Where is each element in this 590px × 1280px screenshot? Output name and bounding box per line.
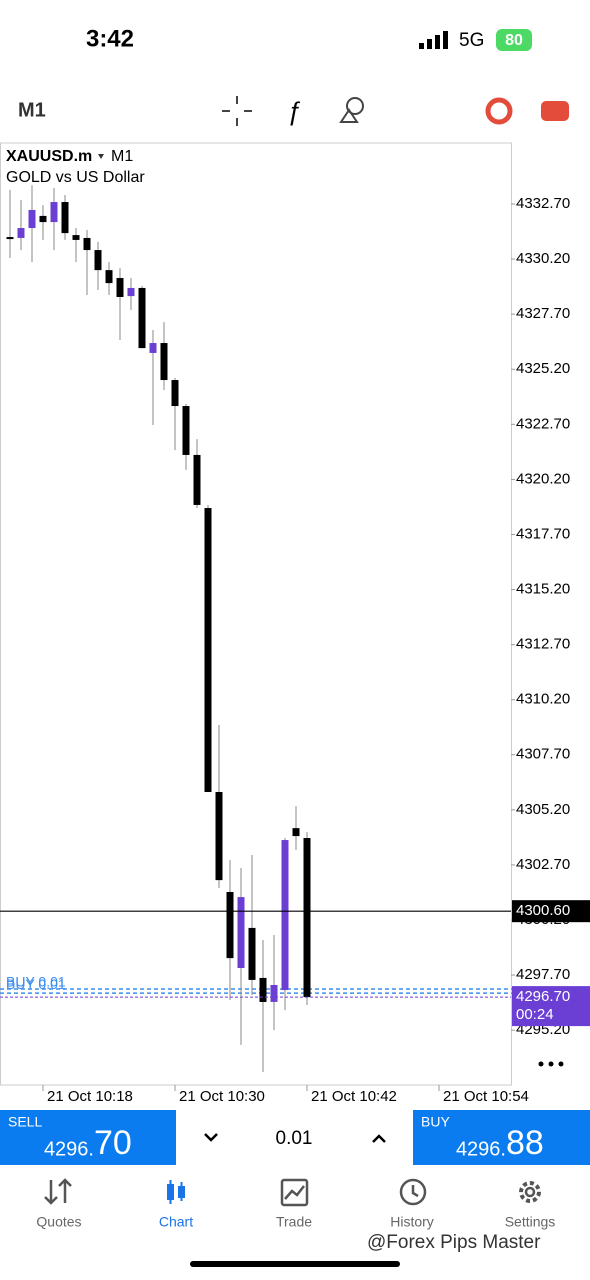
indicators-button[interactable]: ƒ: [287, 96, 301, 126]
home-indicator: [190, 1261, 400, 1267]
nav-tab[interactable]: History: [390, 1214, 434, 1230]
timeframe-button[interactable]: M1: [18, 99, 46, 121]
buy-label: BUY: [421, 1114, 450, 1130]
nav-tab[interactable]: Quotes: [36, 1214, 81, 1230]
chart-icon: [167, 1180, 185, 1204]
trade-icon: [280, 1178, 309, 1207]
candle-body: [127, 287, 135, 297]
candle-body: [248, 927, 256, 980]
objects-button[interactable]: [339, 97, 364, 123]
y-tick-label: 4302.70: [516, 856, 570, 873]
bar-timer: 00:24: [516, 1006, 554, 1023]
y-tick-label: 4310.20: [516, 691, 570, 708]
chart-timeframe: M1: [111, 148, 133, 165]
candle-body: [182, 406, 190, 455]
bid-label-box: [512, 986, 590, 1027]
candle-body: [259, 977, 267, 1002]
candle-body: [193, 454, 201, 505]
price-label: 4300.60: [516, 902, 570, 919]
candle-body: [138, 287, 146, 349]
x-tick-label: 21 Oct 10:18: [47, 1088, 133, 1105]
candle-body: [270, 984, 278, 1002]
y-tick-label: 4325.20: [516, 360, 570, 377]
y-tick-label: 4322.70: [516, 415, 570, 432]
clock: 3:42: [86, 25, 134, 52]
more-button[interactable]: [538, 1061, 564, 1067]
battery: [496, 29, 532, 51]
nav-tab[interactable]: Chart: [159, 1214, 193, 1230]
candle-body: [6, 237, 14, 240]
bid-label: 4296.70: [516, 988, 570, 1005]
candle-body: [50, 202, 58, 223]
watermark: @Forex Pips Master: [367, 1232, 541, 1253]
y-tick-label: 4317.70: [516, 525, 570, 542]
candle-body: [94, 250, 102, 271]
y-tick-label: 4330.20: [516, 250, 570, 267]
x-tick-label: 21 Oct 10:30: [179, 1088, 265, 1105]
crosshair-button[interactable]: [222, 96, 252, 126]
volume[interactable]: 0.01: [276, 1128, 313, 1149]
candle-body: [83, 237, 91, 251]
symbol-description: GOLD vs US Dollar: [6, 169, 145, 186]
volume-down[interactable]: [204, 1133, 218, 1142]
dropdown-arrow[interactable]: [98, 154, 104, 159]
sell-price-big: 70: [94, 1124, 132, 1162]
candle-body: [39, 215, 47, 223]
volume-up[interactable]: [372, 1134, 386, 1143]
sell-button[interactable]: [0, 1110, 176, 1165]
candle-body: [237, 897, 245, 969]
buy-button[interactable]: [413, 1110, 590, 1165]
nav-tab[interactable]: Settings: [505, 1214, 556, 1230]
sell-price: 4296.: [44, 1138, 94, 1160]
y-tick-label: 4312.70: [516, 636, 570, 653]
y-tick-label: 4332.70: [516, 195, 570, 212]
candle-body: [160, 343, 168, 381]
order-label: BUY 0.01: [6, 976, 66, 992]
chart-frame: [0, 142, 512, 1086]
battery-level: 80: [505, 32, 523, 49]
network: 5G: [459, 30, 484, 51]
candle-body: [226, 892, 234, 959]
nav-tab[interactable]: Trade: [276, 1214, 312, 1230]
y-tick-label: 4315.20: [516, 581, 570, 598]
quotes-icon: [44, 1178, 72, 1205]
settings-icon: [519, 1181, 541, 1203]
order-label: BUY 0.01: [6, 974, 66, 990]
price-label-box: [512, 900, 590, 923]
one-click-button[interactable]: [541, 101, 569, 121]
y-tick-label: 4327.70: [516, 305, 570, 322]
y-tick-label: 4305.20: [516, 801, 570, 818]
trading-button[interactable]: [485, 97, 513, 125]
x-tick-label: 21 Oct 10:54: [443, 1088, 529, 1105]
signal-icon: [419, 31, 448, 49]
candle-body: [105, 270, 113, 284]
candle-body: [204, 508, 212, 793]
candle-body: [17, 228, 25, 238]
y-tick-label: 4307.70: [516, 746, 570, 763]
candle-body: [281, 840, 289, 991]
y-tick-label: 4320.20: [516, 470, 570, 487]
candle-body: [171, 380, 179, 407]
history-icon: [399, 1178, 427, 1206]
candle-body: [116, 278, 124, 297]
buy-price-big: 88: [506, 1124, 544, 1162]
y-tick-label: 4297.70: [516, 966, 570, 983]
candle-body: [61, 202, 69, 234]
symbol: XAUUSD.m: [6, 148, 92, 165]
candle-body: [292, 828, 300, 837]
candle-body: [149, 343, 157, 353]
buy-price: 4296.: [456, 1138, 506, 1160]
candle-body: [72, 235, 80, 240]
sell-label: SELL: [8, 1114, 42, 1130]
candle-body: [28, 209, 36, 229]
x-tick-label: 21 Oct 10:42: [311, 1088, 397, 1105]
candle-body: [303, 838, 311, 998]
candle-body: [215, 792, 223, 881]
